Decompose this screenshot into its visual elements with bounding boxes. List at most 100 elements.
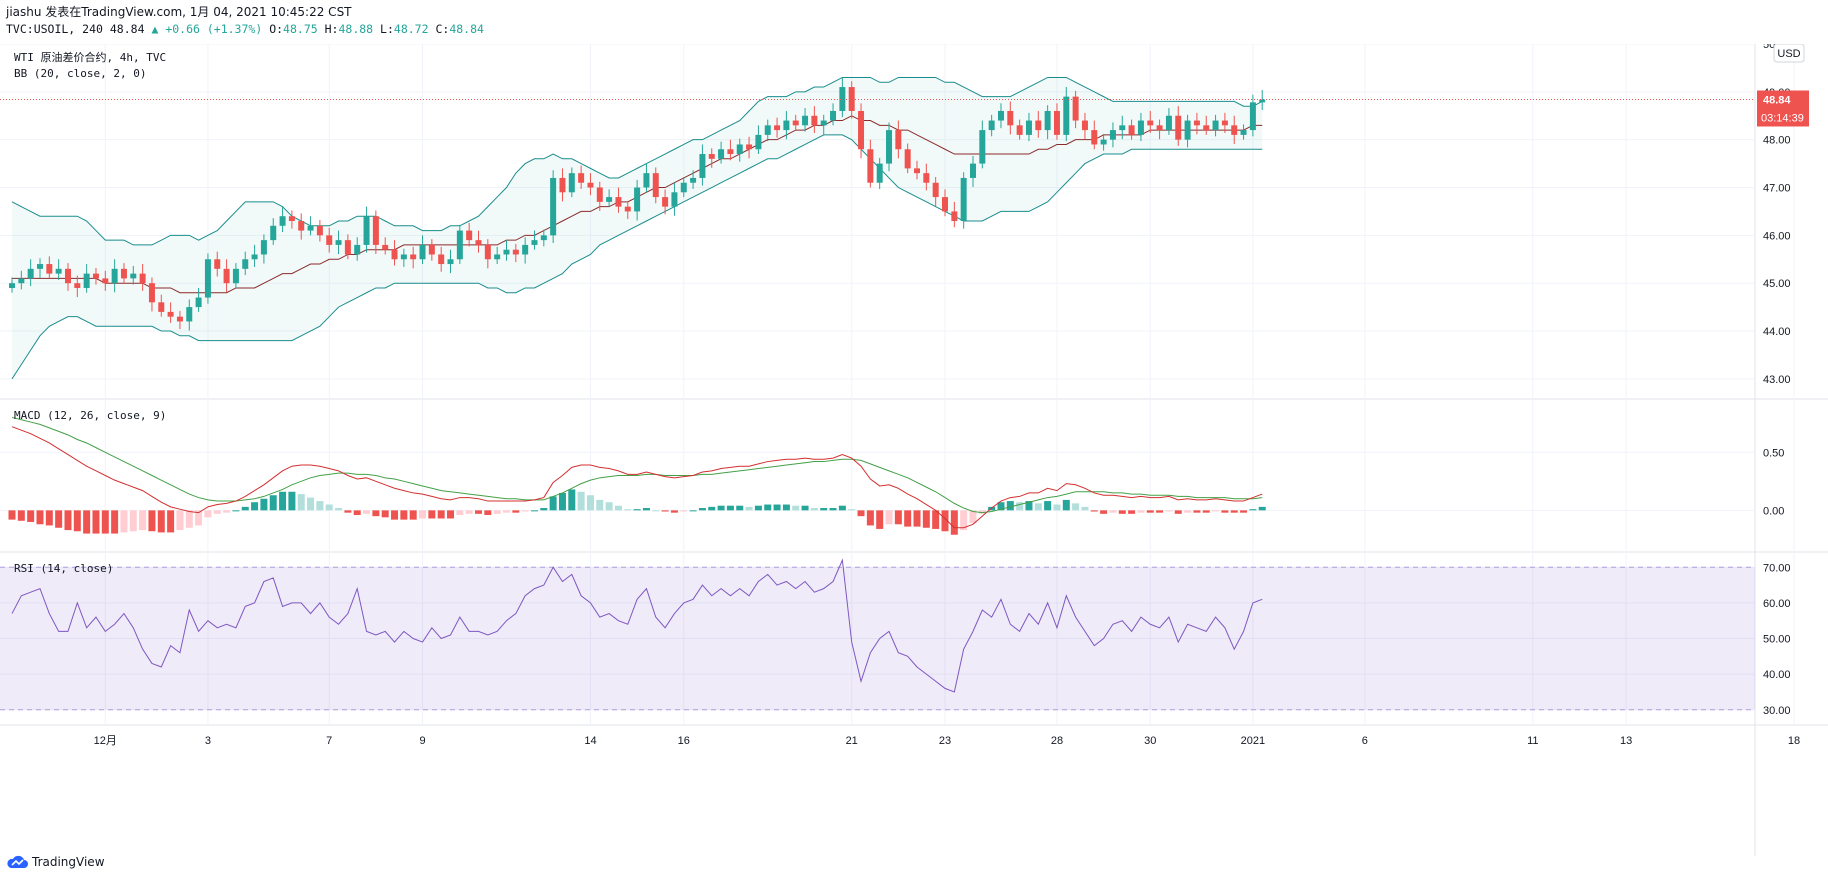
candle-up — [36, 258, 43, 278]
candle-up — [1240, 124, 1247, 140]
macd-histogram-bar — [1156, 510, 1164, 513]
macd-histogram-bar — [493, 510, 501, 514]
candle-body — [1203, 125, 1210, 131]
candle-body — [867, 149, 874, 183]
candle-body — [1221, 120, 1228, 126]
candle-up — [130, 265, 137, 285]
last-price-badge — [1757, 90, 1809, 109]
macd-histogram-bar — [502, 510, 510, 513]
candle-up — [531, 230, 538, 250]
macd-histogram-bar — [782, 504, 790, 511]
macd-histogram-bar — [596, 499, 604, 511]
candle-down — [904, 143, 911, 174]
macd-histogram-bar — [549, 496, 557, 511]
currency-button[interactable]: USD — [1773, 44, 1805, 63]
candle-up — [83, 264, 90, 293]
candle-down — [848, 81, 855, 119]
macd-histogram-bar — [838, 505, 846, 511]
candle-body — [148, 283, 155, 303]
candle-down — [484, 239, 491, 269]
candle-body — [634, 187, 641, 212]
macd-histogram-bar — [92, 510, 100, 534]
macd-histogram-bar — [1062, 499, 1070, 511]
candle-down — [615, 187, 622, 213]
candle-up — [400, 248, 407, 267]
chart-area[interactable]: 50.0049.0048.0047.0046.0045.0044.0043.00… — [0, 44, 1828, 856]
macd-histogram-bar — [269, 495, 277, 511]
macd-histogram-bar — [484, 510, 492, 515]
candle-up — [27, 259, 34, 287]
macd-histogram-bar — [708, 506, 716, 511]
candle-body — [550, 177, 557, 236]
candle-body — [1091, 130, 1098, 145]
macd-histogram-bar — [810, 508, 818, 511]
candle-down — [587, 173, 594, 196]
time-tick-label: 28 — [1051, 735, 1063, 747]
macd-histogram-bar — [521, 510, 529, 512]
price-tick-label: 47.00 — [1763, 183, 1791, 195]
rsi-pane-title: RSI (14, close) — [14, 562, 113, 575]
candle-down — [923, 163, 930, 191]
time-tick-label: 18 — [1788, 735, 1800, 747]
candle-body — [914, 168, 921, 174]
candle-body — [92, 273, 99, 279]
candle-body — [820, 120, 827, 126]
candle-body — [774, 125, 781, 131]
candle-body — [1212, 120, 1219, 131]
macd-histogram-bar — [64, 510, 72, 531]
candle-up — [503, 240, 510, 261]
candle-down — [64, 263, 71, 291]
candle-body — [1044, 110, 1051, 131]
currency-label: USD — [1777, 48, 1800, 60]
candle-down — [74, 275, 81, 298]
candle-up — [354, 237, 361, 261]
close-value: 48.84 — [449, 22, 484, 36]
macd-histogram-bar — [633, 509, 641, 511]
candle-body — [680, 182, 687, 193]
macd-histogram-bar — [1202, 510, 1210, 513]
rsi-tick-label: 50.00 — [1763, 634, 1791, 646]
time-axis: 12月 3 7 9 14 16 21 23 28 30 2021 6 11 13 18 — [94, 735, 1800, 747]
candle-up — [111, 259, 118, 293]
low-value: 48.72 — [393, 22, 429, 36]
candle-body — [643, 173, 650, 188]
macd-histogram-bar — [139, 510, 147, 531]
macd-histogram-bar — [586, 495, 594, 511]
candle-up — [997, 103, 1004, 129]
candle-body — [214, 259, 221, 269]
candle-body — [1240, 130, 1247, 135]
tradingview-logo[interactable]: TradingView — [6, 855, 105, 869]
candle-body — [1072, 96, 1079, 121]
candle-down — [512, 243, 519, 263]
candle-body — [158, 302, 165, 312]
candle-body — [120, 268, 127, 279]
last-price: 48.84 — [109, 22, 145, 36]
time-tick-label: 14 — [584, 735, 596, 747]
macd-histogram-bar — [1240, 510, 1248, 513]
candle-body — [1119, 125, 1126, 131]
candle-body — [1156, 125, 1163, 131]
macd-histogram-bar — [904, 510, 912, 527]
macd-histogram-bar — [1221, 510, 1229, 513]
candle-down — [214, 251, 221, 277]
candle-down — [1203, 115, 1210, 135]
candle-body — [932, 182, 939, 198]
candle-down — [1193, 112, 1200, 135]
candle-body — [1007, 110, 1014, 126]
macd-histogram-bar — [372, 510, 380, 517]
candle-down — [148, 277, 155, 312]
macd-histogram-bar — [1212, 510, 1220, 512]
candle-down — [372, 210, 379, 255]
macd-histogram-bar — [922, 510, 930, 528]
candle-up — [260, 234, 267, 264]
candle-body — [111, 268, 118, 284]
candle-body — [606, 197, 613, 202]
candle-down — [1081, 112, 1088, 140]
candle-body — [438, 254, 445, 265]
macd-histogram-bar — [17, 510, 25, 521]
macd-pane-title: MACD (12, 26, close, 9) — [14, 409, 166, 422]
macd-histogram-bar — [885, 510, 893, 525]
candle-body — [848, 87, 855, 111]
macd-histogram-bar — [260, 498, 268, 511]
candle-body — [979, 130, 986, 164]
